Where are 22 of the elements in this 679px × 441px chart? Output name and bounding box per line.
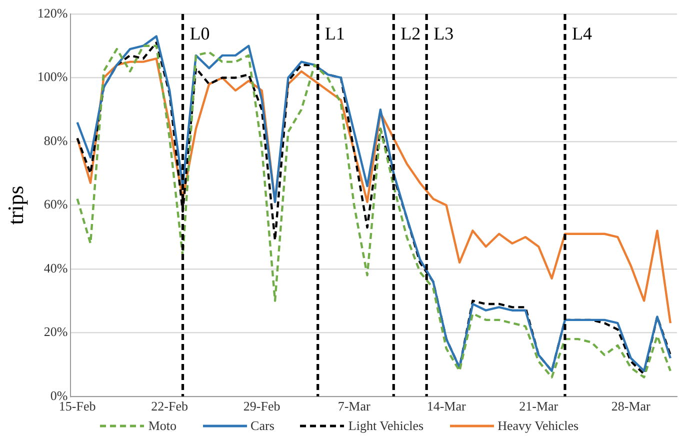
y-tick-label: 60% (44, 196, 68, 212)
x-tick-label: 14-Mar (426, 398, 467, 414)
legend-label: Cars (250, 418, 274, 434)
y-tick-label: 80% (44, 132, 68, 148)
x-tick-label: 28-Mar (611, 398, 652, 414)
y-axis-title: trips (2, 186, 28, 225)
legend-label: Light Vehicles (348, 418, 424, 434)
x-tick-label: 21-Mar (519, 398, 559, 414)
legend-label: Moto (148, 418, 177, 434)
ref-line-label: L4 (572, 24, 592, 44)
x-tick-label: 29-Feb (243, 398, 280, 414)
x-tick-label: 22-Feb (151, 398, 188, 414)
ref-line-label: L1 (324, 24, 345, 44)
y-tick-label: 120% (37, 5, 68, 20)
y-tick-label: 20% (44, 324, 68, 340)
y-tick-label: 40% (44, 260, 68, 276)
ref-line-label: L3 (434, 24, 454, 44)
x-tick-label: 7-Mar (338, 398, 372, 414)
ref-line-label: L2 (400, 24, 421, 44)
legend-label: Heavy Vehicles (498, 418, 579, 434)
ref-line-label: L0 (190, 24, 210, 44)
y-tick-label: 100% (37, 69, 68, 84)
